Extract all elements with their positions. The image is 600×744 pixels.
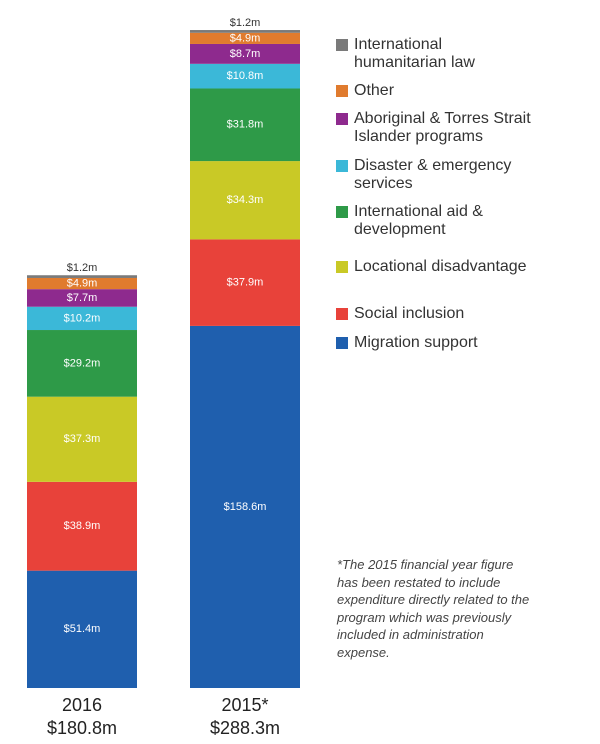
data-label: $10.2m — [64, 312, 101, 324]
x-tick-label: 2016 — [62, 695, 102, 715]
legend-label: Disaster & emergency services — [354, 157, 512, 192]
bar-segment — [27, 277, 137, 290]
bar-segment — [190, 30, 300, 33]
bar-segment — [27, 396, 137, 482]
legend-swatch — [336, 85, 348, 97]
data-label: $51.4m — [64, 623, 101, 635]
legend-swatch — [336, 261, 348, 273]
bar-segment — [190, 32, 300, 44]
bar-segment — [27, 289, 137, 307]
bar-segment — [190, 161, 300, 240]
data-label: $34.3m — [227, 194, 264, 206]
bar-segment — [190, 239, 300, 326]
data-label: $1.2m — [230, 17, 261, 29]
data-label: $4.9m — [67, 277, 98, 289]
bar-segment — [27, 275, 137, 278]
legend-item: International aid & development — [336, 203, 536, 239]
bar-segment — [27, 481, 137, 571]
data-label: $29.2m — [64, 357, 101, 369]
legend-label: Social inclusion — [354, 305, 465, 322]
legend-label: International aid & development — [354, 203, 483, 238]
data-label: $37.3m — [64, 433, 101, 445]
legend-label: Migration support — [354, 334, 478, 351]
legend-item: Other — [336, 82, 536, 100]
legend-swatch — [336, 39, 348, 51]
legend-swatch — [336, 337, 348, 349]
total-label: $288.3m — [210, 718, 280, 738]
legend-label: Aboriginal & Torres Strait Islander prog… — [354, 110, 531, 145]
legend-swatch — [336, 113, 348, 125]
legend-item: International humanitarian law — [336, 36, 536, 72]
legend-swatch — [336, 308, 348, 320]
bar-segment — [190, 88, 300, 162]
footnote: *The 2015 financial year figure has been… — [337, 557, 530, 660]
bar-segment — [190, 325, 300, 688]
legend-swatch — [336, 160, 348, 172]
legend-item: Disaster & emergency services — [336, 157, 536, 193]
bar-segment — [190, 63, 300, 89]
total-label: $180.8m — [47, 718, 117, 738]
bar-segment — [27, 570, 137, 688]
legend-item: Locational disadvantage — [336, 258, 536, 276]
data-label: $4.9m — [230, 32, 261, 44]
legend-item: Social inclusion — [336, 305, 536, 323]
data-label: $31.8m — [227, 119, 264, 131]
bar-segment — [27, 306, 137, 331]
data-label: $7.7m — [67, 292, 98, 304]
data-label: $8.7m — [230, 48, 261, 60]
data-label: $37.9m — [227, 277, 264, 289]
legend-label: Other — [354, 82, 395, 99]
legend-item: Aboriginal & Torres Strait Islander prog… — [336, 110, 536, 146]
data-label: $10.8m — [227, 70, 264, 82]
legend-label: Locational disadvantage — [354, 258, 527, 275]
x-tick-label: 2015* — [221, 695, 268, 715]
data-label: $38.9m — [64, 520, 101, 532]
bar-segment — [190, 43, 300, 64]
legend-item: Migration support — [336, 334, 536, 352]
data-label: $158.6m — [224, 501, 267, 513]
legend-swatch — [336, 206, 348, 218]
legend-label: International humanitarian law — [354, 36, 475, 71]
bar-segment — [27, 330, 137, 397]
data-label: $1.2m — [67, 262, 98, 274]
